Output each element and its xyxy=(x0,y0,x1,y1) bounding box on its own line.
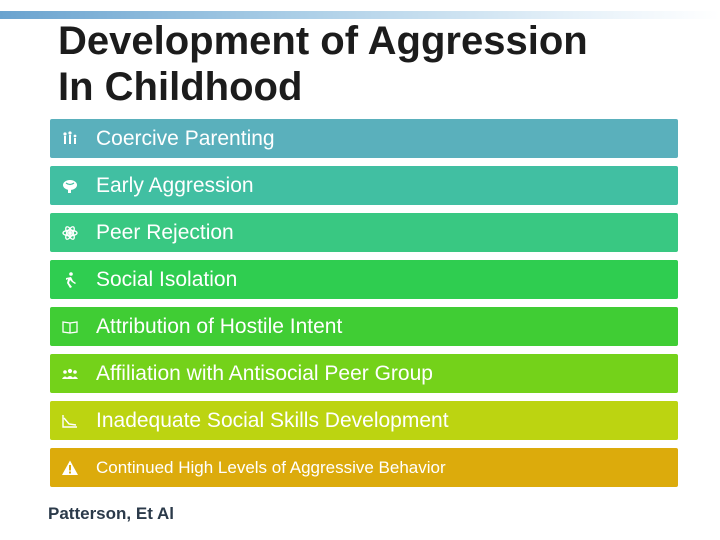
line-chart-icon xyxy=(50,412,90,430)
stage-label: Continued High Levels of Aggressive Beha… xyxy=(96,457,446,477)
stage-list: Coercive Parenting Early Aggression Peer… xyxy=(50,119,678,495)
atom-icon xyxy=(50,224,90,242)
stage-label: Inadequate Social Skills Development xyxy=(96,408,449,432)
stage-label: Social Isolation xyxy=(96,267,238,291)
page-title: Development of Aggression In Childhood xyxy=(58,18,698,110)
stage-label: Affiliation with Antisocial Peer Group xyxy=(96,361,433,385)
citation: Patterson, Et Al xyxy=(48,504,174,523)
title-line-2: In Childhood xyxy=(58,65,303,109)
stage-item-peer-rejection: Peer Rejection xyxy=(50,213,678,252)
title-line-1: Development of Aggression xyxy=(58,19,588,63)
stage-label: Attribution of Hostile Intent xyxy=(96,314,343,338)
stage-item-antisocial-peers: Affiliation with Antisocial Peer Group xyxy=(50,354,678,393)
stage-label: Early Aggression xyxy=(96,173,254,197)
stage-item-hostile-intent: Attribution of Hostile Intent xyxy=(50,307,678,346)
top-accent-bar xyxy=(0,11,720,19)
brain-icon xyxy=(50,177,90,195)
stage-item-social-skills: Inadequate Social Skills Development xyxy=(50,401,678,440)
open-book-icon xyxy=(50,318,90,336)
stage-label: Coercive Parenting xyxy=(96,126,275,150)
family-icon xyxy=(50,130,90,148)
stage-item-continued-aggression: Continued High Levels of Aggressive Beha… xyxy=(50,448,678,487)
running-person-icon xyxy=(50,271,90,289)
stage-item-early-aggression: Early Aggression xyxy=(50,166,678,205)
warning-icon xyxy=(50,459,90,477)
stage-label: Peer Rejection xyxy=(96,220,234,244)
stage-item-coercive-parenting: Coercive Parenting xyxy=(50,119,678,158)
stage-item-social-isolation: Social Isolation xyxy=(50,260,678,299)
group-icon xyxy=(50,365,90,383)
